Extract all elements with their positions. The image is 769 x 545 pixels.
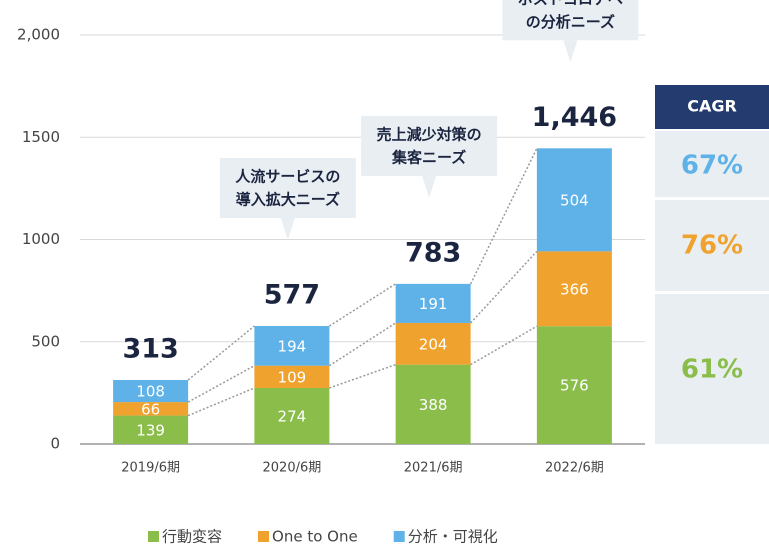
legend-swatch — [148, 531, 159, 542]
segment-label: 66 — [141, 400, 160, 418]
total-label: 313 — [122, 333, 178, 364]
callout-box — [502, 0, 639, 41]
callout-text: 導入拡大ニーズ — [236, 191, 340, 209]
connector — [469, 147, 538, 285]
bar-segment — [113, 402, 189, 416]
callout-box — [219, 158, 356, 219]
legend-label: 分析・可視化 — [408, 528, 498, 545]
connector — [328, 322, 397, 367]
bar-segment — [395, 364, 471, 444]
legend-label: One to One — [272, 528, 358, 545]
segment-label: 204 — [419, 335, 448, 353]
callout-text: 集客ニーズ — [391, 148, 466, 166]
cagr-cell-bg — [655, 294, 769, 444]
y-tick-label: 0 — [50, 435, 60, 453]
connector — [470, 250, 538, 324]
connector — [187, 325, 255, 381]
callout-text: の分析ニーズ — [526, 13, 615, 31]
x-tick-label: 2021/6期 — [404, 461, 463, 476]
x-tick-label: 2020/6期 — [263, 461, 322, 476]
total-label: 577 — [264, 280, 320, 311]
legend-swatch — [258, 531, 270, 542]
y-tick-label: 1500 — [22, 128, 60, 146]
segment-label: 191 — [419, 295, 448, 313]
cagr-value: 76% — [681, 231, 743, 261]
segment-label: 576 — [560, 377, 589, 395]
y-tick-label: 2,000 — [17, 26, 60, 44]
segment-label: 109 — [278, 368, 307, 386]
callout-pointer — [422, 175, 437, 198]
connector — [470, 325, 538, 366]
bar-segment — [536, 251, 612, 327]
bar-segment — [254, 387, 330, 444]
legend-label: 行動変容 — [162, 528, 222, 545]
callout-pointer — [563, 40, 578, 63]
total-label: 783 — [405, 237, 461, 268]
cagr-value: 61% — [681, 355, 743, 385]
legend-swatch — [393, 531, 405, 542]
segment-label: 504 — [560, 191, 589, 209]
y-tick-label: 500 — [31, 332, 60, 350]
bar-segment — [254, 365, 330, 388]
cagr-cell-bg — [655, 131, 769, 197]
bar-segment — [254, 326, 330, 366]
segment-label: 366 — [560, 280, 589, 298]
y-tick-label: 1000 — [22, 230, 60, 248]
bar-segment — [536, 326, 612, 444]
callout-pointer — [280, 218, 295, 241]
segment-label: 274 — [278, 407, 307, 425]
segment-label: 139 — [136, 421, 165, 439]
cagr-header-bg — [655, 85, 769, 129]
bar-segment — [113, 379, 189, 403]
total-label: 1,446 — [532, 102, 617, 133]
callout-box — [361, 115, 498, 176]
callout-text: 人流サービスの — [235, 168, 340, 186]
connector — [187, 365, 255, 403]
bar-segment — [395, 322, 471, 365]
segment-label: 194 — [278, 337, 307, 355]
segment-label: 388 — [419, 396, 448, 414]
bar-segment — [113, 415, 189, 444]
callout-text: ポストコロナへ — [518, 0, 623, 8]
connector — [329, 363, 396, 389]
x-tick-label: 2022/6期 — [545, 461, 604, 476]
callout-text: 売上減少対策の — [377, 125, 482, 143]
bar-segment — [536, 148, 612, 252]
segment-label: 108 — [136, 383, 165, 401]
connector — [187, 387, 255, 417]
cagr-value: 67% — [681, 151, 743, 181]
x-tick-label: 2019/6期 — [121, 461, 180, 476]
cagr-cell-bg — [655, 200, 769, 291]
connector — [328, 283, 397, 327]
bar-segment — [395, 283, 471, 323]
cagr-header: CAGR — [687, 97, 737, 116]
